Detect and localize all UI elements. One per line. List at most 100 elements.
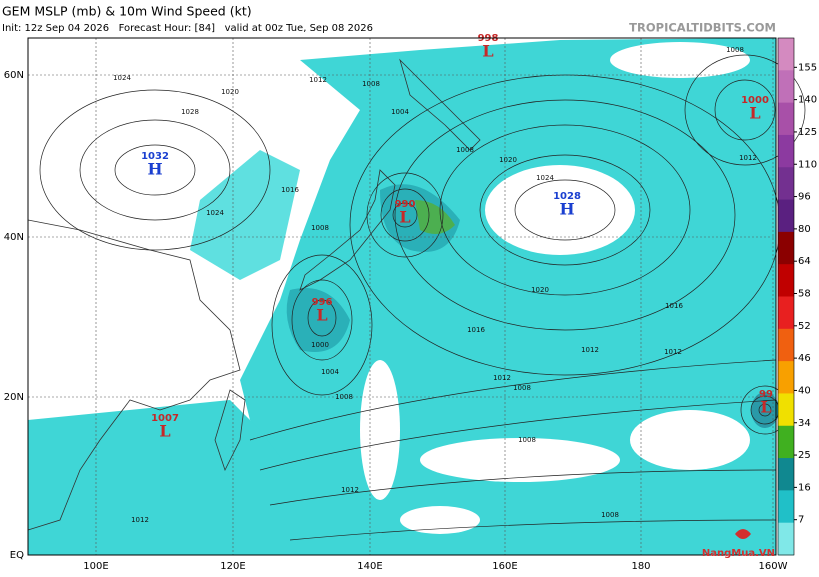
isobar-label: 1012 — [131, 516, 149, 524]
isobar-label: 1012 — [581, 346, 599, 354]
center-letter: H — [559, 200, 574, 219]
colorbar: 155 140 125 110 96 80 64 58 52 46 40 34 25 16 7 — [777, 37, 817, 556]
wind-shading — [28, 400, 290, 555]
isobar-label: 1012 — [493, 374, 511, 382]
coastline — [214, 389, 246, 472]
isobar-label: 1008 — [311, 224, 329, 232]
wind-shading — [286, 288, 350, 352]
isobar-label: 1024 — [113, 74, 131, 82]
lat-label: 40N — [4, 232, 24, 243]
colorbar-label: 58 — [798, 289, 811, 300]
center-value: 1007 — [151, 413, 179, 424]
lat-label: 60N — [4, 70, 24, 81]
lon-label: 120E — [220, 561, 245, 572]
isobar-label: 1008 — [362, 80, 380, 88]
colorbar-border — [777, 37, 795, 556]
colorbar-swatch — [778, 102, 794, 136]
colorbar-label: 25 — [798, 450, 811, 461]
colorbar-swatch — [778, 490, 794, 524]
colorbar-label: 46 — [798, 353, 811, 364]
colorbar-swatch — [778, 361, 794, 394]
lat-label: 20N — [4, 392, 24, 403]
colorbar-swatch — [778, 167, 794, 201]
center-letter: H — [147, 160, 162, 179]
coastline — [399, 58, 481, 151]
lon-label: 180 — [631, 561, 650, 572]
isobar-label: 1028 — [181, 108, 199, 116]
colorbar-swatch — [778, 393, 794, 427]
lon-label: 140E — [357, 561, 382, 572]
isobar-label: 1012 — [664, 348, 682, 356]
center-letter: L — [749, 104, 760, 123]
isobar-label: 1004 — [321, 368, 339, 376]
colorbar-label: 96 — [798, 192, 811, 203]
center-letter: L — [399, 208, 410, 227]
isobar-label: 1024 — [536, 174, 554, 182]
isobar-label: 1012 — [341, 486, 359, 494]
isobar-label: 1020 — [221, 88, 239, 96]
center-value: 1028 — [553, 191, 581, 202]
colorbar-label: 155 — [798, 62, 817, 73]
isobar-label: 1016 — [281, 186, 299, 194]
center-value: 99 — [759, 389, 773, 400]
map-border — [27, 37, 777, 556]
colorbar-label: 110 — [798, 159, 817, 170]
colorbar-swatch — [778, 296, 794, 330]
isobar-label: 1016 — [665, 302, 683, 310]
colorbar-label: 125 — [798, 127, 817, 138]
isobars — [39, 54, 806, 541]
coastline — [27, 219, 241, 531]
isobar-label: 1012 — [309, 76, 327, 84]
isobar-label: 1020 — [499, 156, 517, 164]
center-letter: L — [159, 422, 170, 441]
colorbar-label: 16 — [798, 482, 811, 493]
colorbar-label: 140 — [798, 95, 817, 106]
center-value: 1000 — [741, 95, 769, 106]
calm-area — [400, 506, 480, 534]
colorbar-swatch — [778, 328, 794, 362]
isobar-label: 1008 — [456, 146, 474, 154]
center-letter: L — [316, 306, 327, 325]
center-letter: L — [760, 398, 771, 417]
map-subtitle: Init: 12z Sep 04 2026 Forecast Hour: [84… — [2, 23, 373, 34]
isobar-label: 1016 — [467, 326, 485, 334]
isobar-label: 1000 — [311, 341, 329, 349]
isobar-label: 1020 — [531, 286, 549, 294]
isobar-label: 1024 — [206, 209, 224, 217]
colorbar-swatch — [778, 134, 794, 168]
calm-area — [420, 438, 620, 482]
colorbar-swatch — [778, 522, 794, 556]
source: TROPICALTIDBITS.COM — [629, 21, 776, 35]
isobar-labels: 1024 1020 1028 1012 1008 1016 1024 1008 1020 1024… — [113, 46, 757, 524]
colorbar-label: 80 — [798, 224, 811, 235]
center-value: 1032 — [141, 151, 169, 162]
colorbar-swatch — [778, 70, 794, 104]
isobar-label: 1008 — [726, 46, 744, 54]
calm-area — [610, 42, 750, 78]
colorbar-swatch — [778, 38, 794, 71]
wind-core — [415, 200, 455, 234]
lon-label: 160W — [759, 561, 788, 572]
colorbar-label: 64 — [798, 256, 811, 267]
isobar-label: 1008 — [335, 393, 353, 401]
logo-text: NangMua.VN — [702, 548, 775, 559]
map-title: GEM MSLP (mb) & 10m Wind Speed (kt) — [2, 4, 252, 19]
colorbar-swatch — [778, 264, 794, 297]
logo-icon — [735, 529, 751, 539]
center-value: 990 — [395, 199, 416, 210]
lat-label: EQ — [10, 550, 24, 561]
coastline — [299, 169, 396, 291]
isobar-label: 1004 — [391, 108, 409, 116]
axis-labels: 60N 40N 20N EQ 100E 120E 140E 160E 180 160W — [4, 37, 788, 572]
center-value: 996 — [312, 297, 333, 308]
isobar-label: 1008 — [518, 436, 536, 444]
colorbar-label: 7 — [798, 515, 804, 526]
isobar-label: 1008 — [601, 511, 619, 519]
isobar-label: 1012 — [739, 154, 757, 162]
logo: NangMua.VN — [702, 529, 775, 559]
calm-area — [630, 410, 750, 470]
center-letter: L — [482, 42, 493, 61]
